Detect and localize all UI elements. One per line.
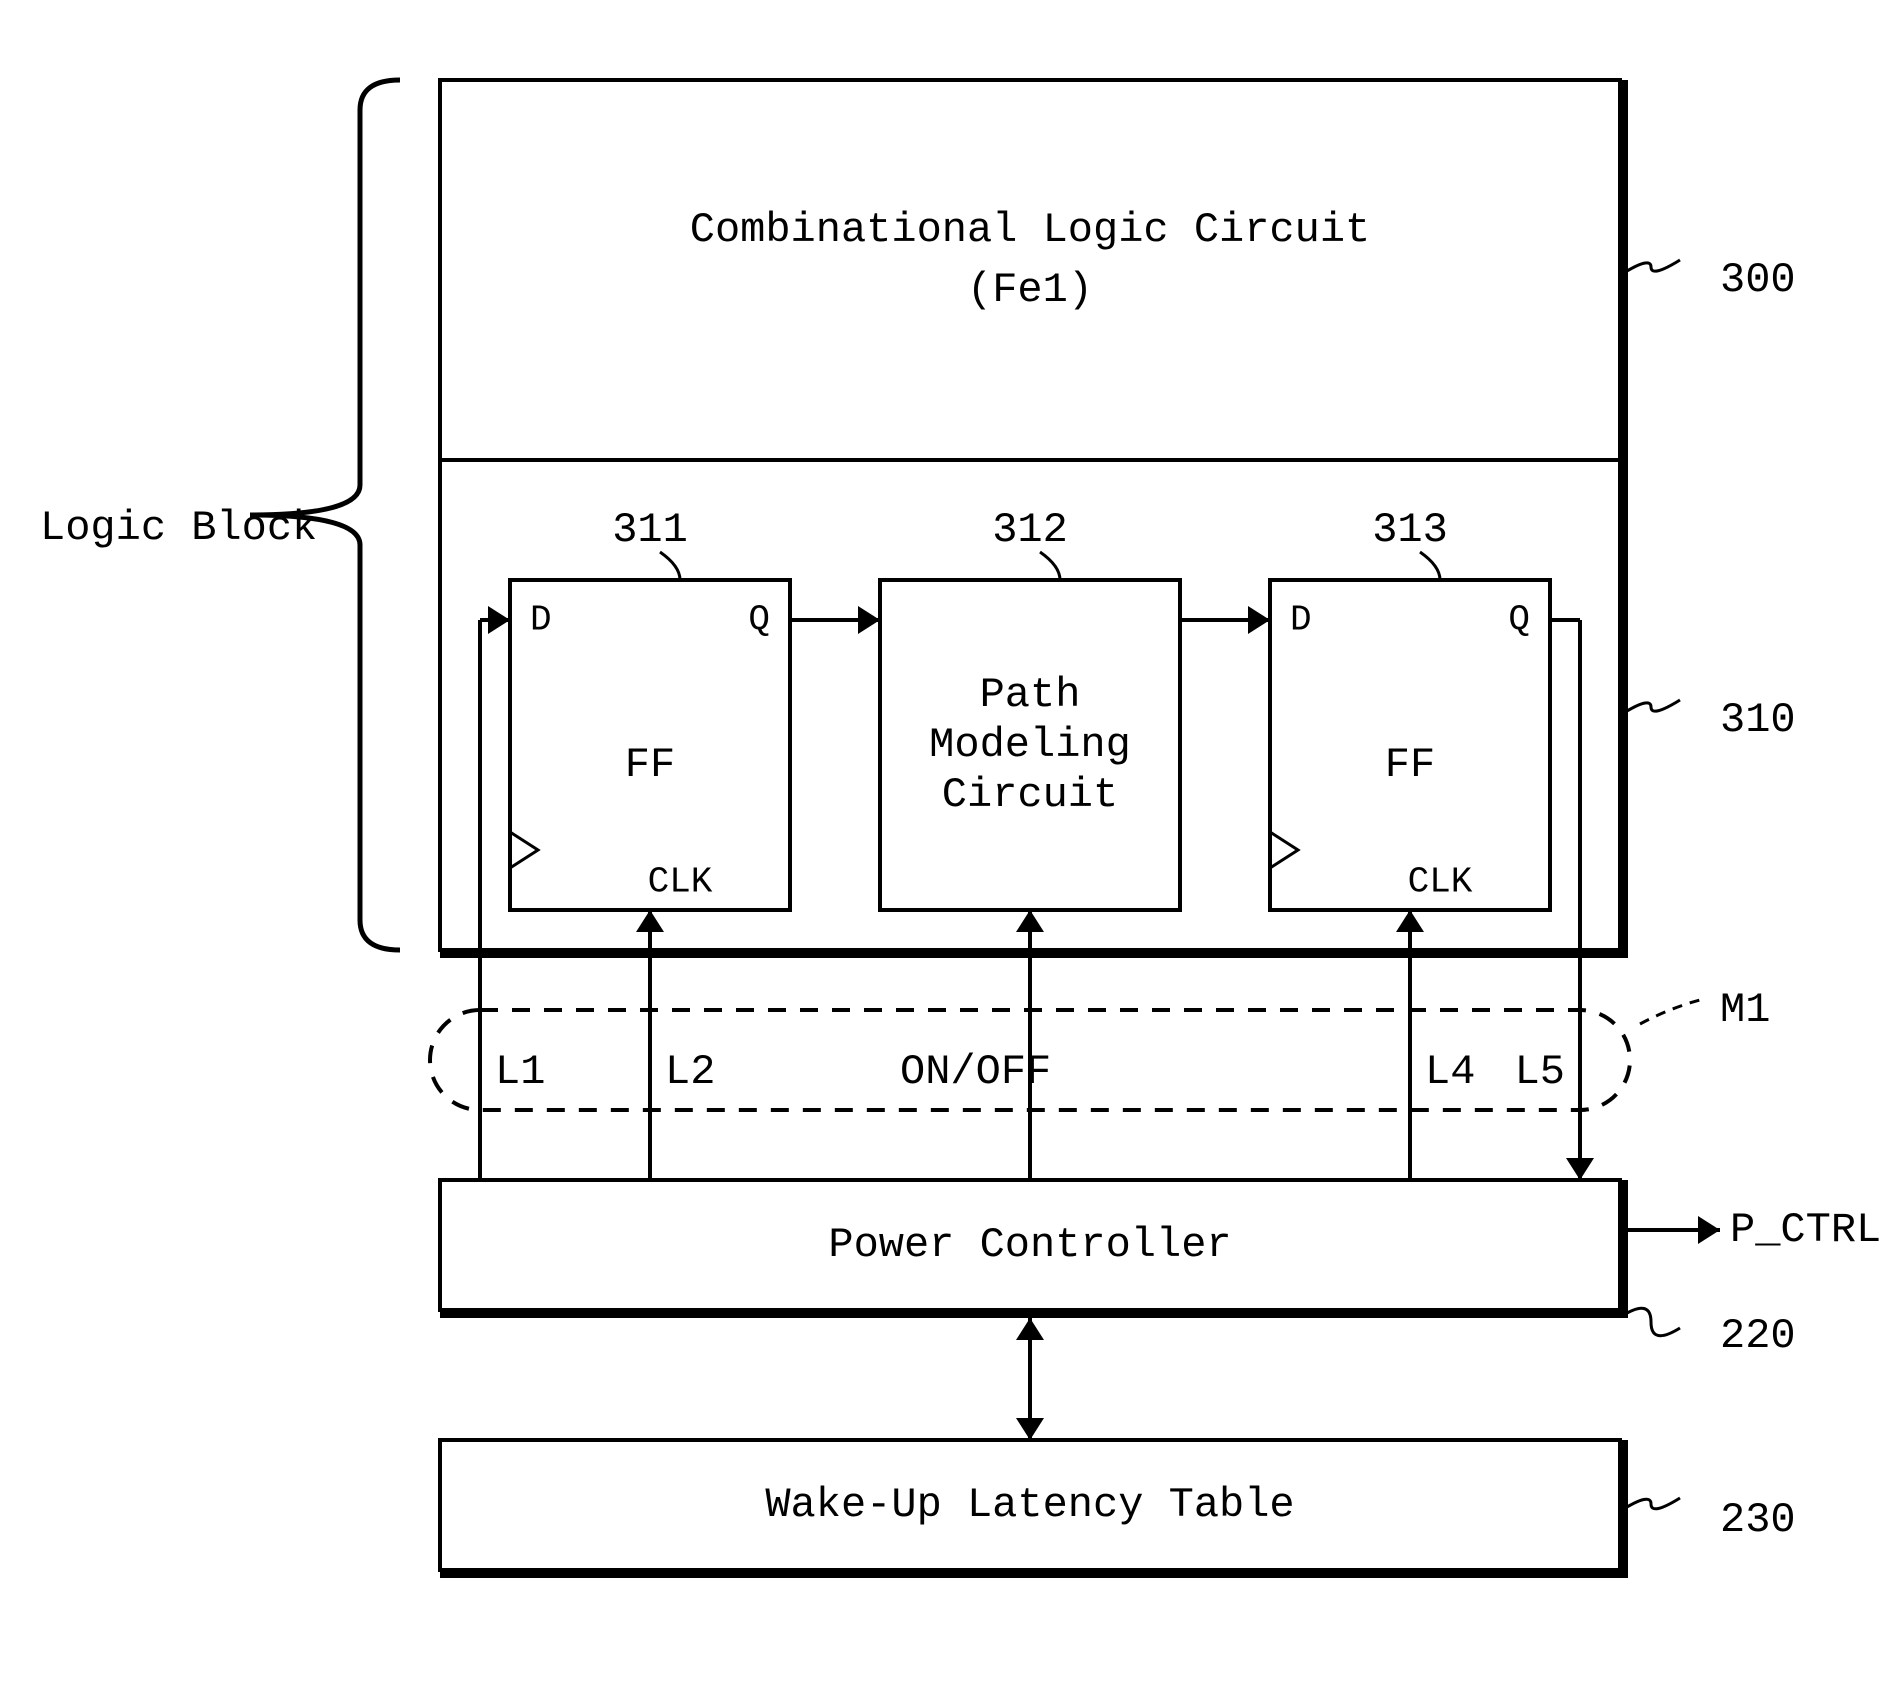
pc-to-table-arrow [1016,1318,1044,1440]
power-controller-label: Power Controller [828,1221,1231,1269]
pmc-line1: Path [980,671,1081,719]
p-ctrl-arrow [1628,1216,1720,1244]
pmc-line2: Modeling [929,721,1131,769]
ff1-pin-q: Q [748,600,770,641]
combinational-subtitle: (Fe1) [967,266,1093,314]
ref-310: 310 [1720,696,1796,744]
ff1-pin-clk: CLK [648,862,713,903]
ff2-pin-q: Q [1508,600,1530,641]
ref-300-tick [1622,260,1680,274]
l1-label: L1 [495,1048,545,1096]
l2-label: L2 [665,1048,715,1096]
m1-tick [1640,1000,1700,1024]
ff2-pin-clk: CLK [1408,862,1473,903]
wakeup-table-label: Wake-Up Latency Table [765,1481,1294,1529]
ref-220-tick [1622,1308,1680,1335]
l5-label: L5 [1515,1048,1565,1096]
p-ctrl-label: P_CTRL [1730,1206,1881,1254]
ref-312: 312 [992,506,1068,554]
m1-label: M1 [1720,986,1770,1034]
logic-block-brace-label: Logic Block [40,504,317,552]
ref-300: 300 [1720,256,1796,304]
l4-label: L4 [1425,1048,1475,1096]
ref-310-tick [1622,700,1680,714]
pmc-line3: Circuit [942,771,1118,819]
ref-230-tick [1622,1498,1680,1510]
ff1-label: FF [625,741,675,789]
combinational-title: Combinational Logic Circuit [690,206,1371,254]
ff2-label: FF [1385,741,1435,789]
ref-220: 220 [1720,1312,1796,1360]
diagram-canvas: Combinational Logic Circuit (Fe1) 300 310 FF… [0,0,1902,1680]
ff1-pin-d: D [530,600,552,641]
ref-311: 311 [612,506,688,554]
ff2-pin-d: D [1290,600,1312,641]
ref-230: 230 [1720,1496,1796,1544]
ref-313: 313 [1372,506,1448,554]
onoff-label: ON/OFF [900,1048,1051,1096]
